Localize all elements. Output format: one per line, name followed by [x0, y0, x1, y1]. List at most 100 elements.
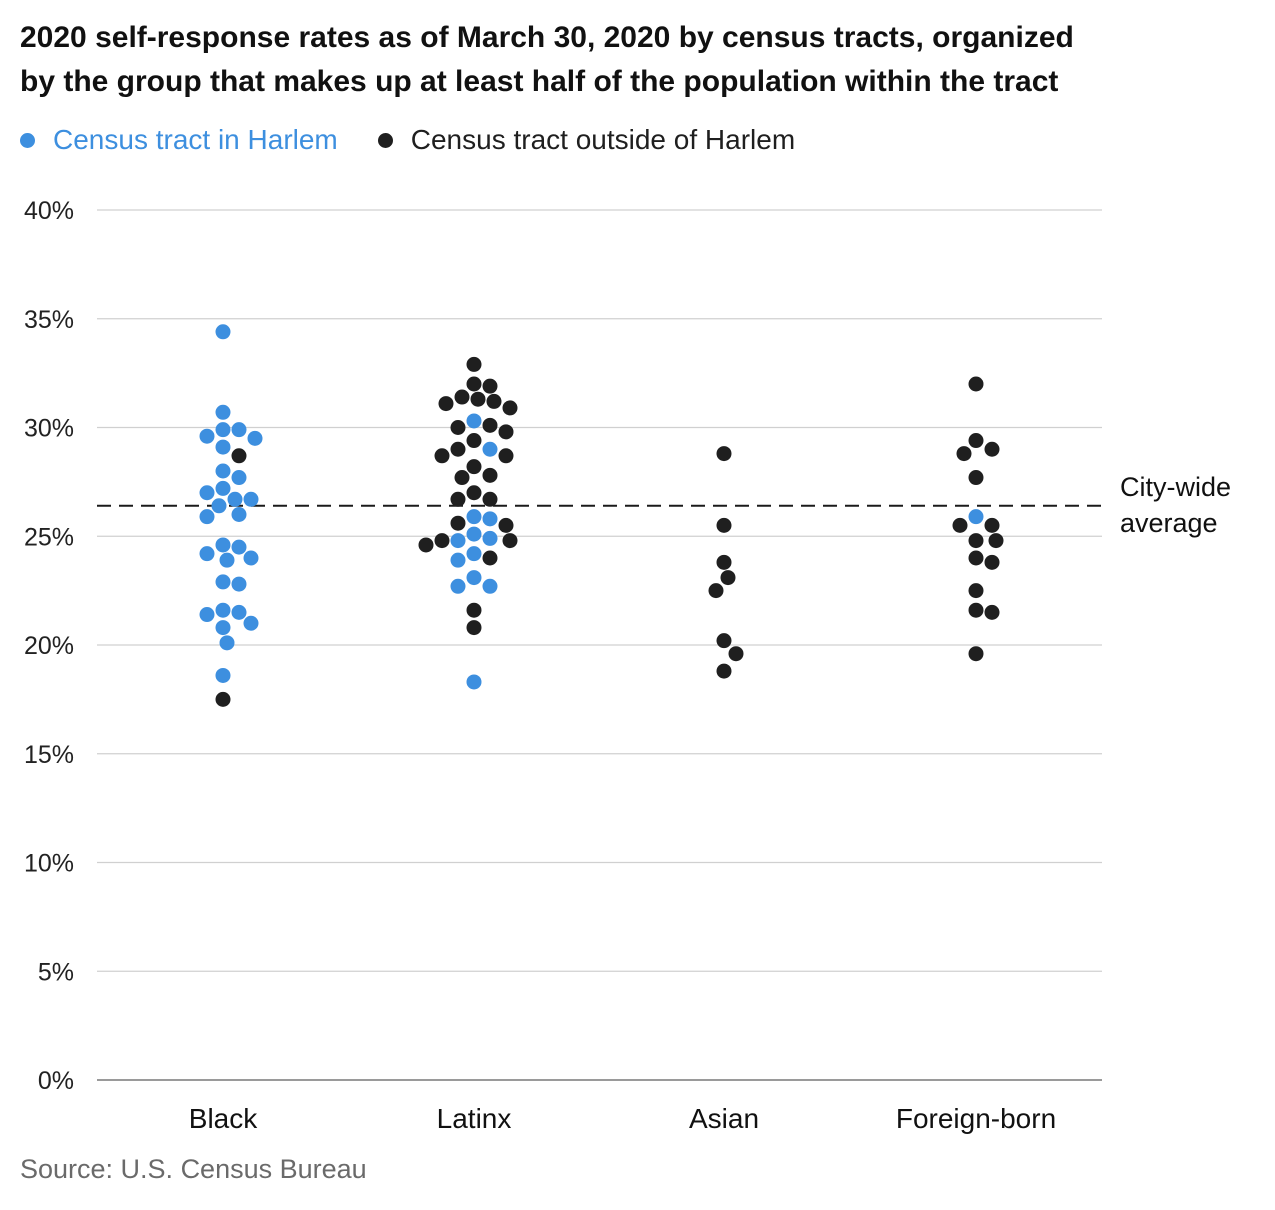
legend-marker-harlem — [20, 132, 35, 148]
data-point-harlem-black-17 — [215, 537, 231, 553]
data-point-outside-harlem-foreign-born-52 — [984, 604, 1000, 620]
data-point-outside-harlem-latinx-15 — [498, 448, 514, 464]
data-point-outside-harlem-latinx-26 — [502, 533, 518, 549]
data-point-harlem-latinx-32 — [466, 509, 482, 525]
data-point-outside-harlem-latinx-23 — [450, 515, 466, 531]
source-note: Source: U.S. Census Bureau — [20, 1154, 367, 1184]
data-point-outside-harlem-asian-34 — [720, 570, 736, 586]
data-point-harlem-black-3 — [231, 422, 247, 438]
data-point-harlem-black-14 — [231, 507, 247, 522]
data-point-harlem-black-16 — [231, 539, 247, 555]
y-tick-label-5: 5% — [38, 958, 74, 986]
legend-label-harlem: Census tract in Harlem — [53, 124, 338, 155]
data-point-harlem-black-19 — [243, 550, 259, 566]
y-tick-label-10: 10% — [24, 850, 74, 878]
data-point-outside-harlem-asian-35 — [708, 583, 724, 599]
data-point-outside-harlem-foreign-born-39 — [968, 376, 984, 392]
data-point-outside-harlem-latinx-20 — [466, 485, 482, 501]
data-point-outside-harlem-foreign-born-40 — [968, 433, 984, 449]
data-point-harlem-black-13 — [211, 498, 227, 514]
data-point-outside-harlem-latinx-17 — [466, 459, 482, 475]
data-point-outside-harlem-latinx-21 — [482, 491, 498, 507]
data-point-outside-harlem-latinx-9 — [502, 400, 518, 416]
chart-title-line-2: by the group that makes up at least half… — [20, 65, 1059, 98]
data-point-outside-harlem-latinx-7 — [486, 393, 502, 409]
data-point-outside-harlem-latinx-19 — [454, 470, 470, 486]
data-point-harlem-black-29 — [215, 667, 231, 683]
data-point-outside-harlem-foreign-born-45 — [952, 517, 968, 533]
data-point-outside-harlem-foreign-born-41 — [984, 441, 1000, 457]
data-point-harlem-black-28 — [219, 635, 235, 651]
legend-item-outside-harlem: Census tract outside of Harlem — [377, 124, 796, 156]
y-tick-label-25: 25% — [24, 523, 74, 551]
data-point-harlem-black-21 — [215, 574, 231, 590]
legend-marker-outside-harlem — [377, 132, 393, 148]
data-point-harlem-black-26 — [243, 615, 259, 631]
data-point-outside-harlem-latinx-3 — [466, 376, 482, 392]
data-point-outside-harlem-foreign-born-47 — [988, 533, 1004, 549]
data-point-harlem-latinx-42 — [466, 674, 482, 690]
data-point-harlem-latinx-36 — [450, 533, 466, 549]
data-point-harlem-black-6 — [215, 439, 231, 455]
data-point-harlem-black-15 — [199, 509, 215, 525]
data-point-outside-harlem-foreign-born-43 — [968, 470, 984, 486]
y-tick-label-0: 0% — [38, 1067, 74, 1095]
y-tick-label-40: 40% — [24, 197, 74, 225]
data-point-harlem-black-2 — [215, 422, 231, 438]
data-point-outside-harlem-latinx-29 — [466, 602, 482, 618]
data-point-outside-harlem-foreign-born-49 — [984, 554, 1000, 570]
x-category-label-latinx: Latinx — [437, 1103, 512, 1134]
data-point-outside-harlem-latinx-14 — [450, 441, 466, 457]
data-point-harlem-foreign-born-43 — [968, 509, 984, 525]
data-point-harlem-black-7 — [215, 463, 231, 479]
data-point-harlem-black-22 — [231, 576, 247, 592]
data-point-outside-harlem-latinx-11 — [450, 420, 466, 435]
data-point-outside-harlem-latinx-10 — [482, 417, 498, 433]
data-point-harlem-latinx-34 — [466, 526, 482, 542]
data-point-outside-harlem-latinx-6 — [470, 391, 486, 407]
y-tick-label-20: 20% — [24, 632, 74, 660]
x-category-label-asian: Asian — [689, 1103, 759, 1134]
data-point-outside-harlem-foreign-born-44 — [984, 517, 1000, 533]
data-point-harlem-black-0 — [215, 324, 231, 340]
legend-label-outside-harlem: Census tract outside of Harlem — [410, 124, 796, 155]
city-wide-average-label-line-1: City-wide — [1120, 472, 1231, 502]
data-point-harlem-black-27 — [215, 620, 231, 636]
data-point-harlem-black-23 — [215, 602, 231, 618]
data-point-harlem-latinx-41 — [450, 578, 466, 594]
data-point-outside-harlem-black-0 — [231, 448, 247, 464]
data-point-outside-harlem-black-1 — [215, 691, 231, 707]
data-point-harlem-black-12 — [199, 485, 215, 501]
data-point-harlem-latinx-38 — [450, 552, 466, 568]
data-point-outside-harlem-latinx-13 — [466, 433, 482, 449]
data-point-outside-harlem-latinx-2 — [466, 356, 482, 372]
data-point-outside-harlem-foreign-born-42 — [956, 446, 972, 462]
data-point-outside-harlem-latinx-8 — [438, 396, 454, 412]
data-point-outside-harlem-asian-37 — [728, 646, 744, 662]
city-wide-average-label-line-2: average — [1120, 508, 1218, 538]
chart-legend: Census tract in Harlem Census tract outs… — [20, 122, 835, 158]
data-point-harlem-latinx-35 — [482, 530, 498, 546]
y-tick-label-30: 30% — [24, 415, 74, 443]
data-point-outside-harlem-latinx-4 — [482, 378, 498, 394]
data-point-outside-harlem-foreign-born-51 — [968, 602, 984, 618]
chart-title-line-1: 2020 self-response rates as of March 30,… — [20, 21, 1074, 54]
data-point-harlem-black-10 — [227, 491, 243, 507]
data-point-harlem-latinx-33 — [482, 511, 498, 527]
data-point-outside-harlem-latinx-30 — [466, 620, 482, 636]
data-point-harlem-latinx-40 — [482, 578, 498, 594]
data-point-outside-harlem-foreign-born-46 — [968, 533, 984, 549]
data-point-outside-harlem-latinx-22 — [450, 491, 466, 507]
data-point-harlem-latinx-37 — [466, 546, 482, 562]
data-point-harlem-black-20 — [219, 552, 235, 568]
data-point-outside-harlem-asian-32 — [716, 517, 732, 533]
data-point-harlem-latinx-31 — [482, 441, 498, 457]
data-point-harlem-black-18 — [199, 546, 215, 562]
chart-title: 2020 self-response rates as of March 30,… — [20, 16, 1220, 104]
data-point-outside-harlem-latinx-25 — [434, 533, 450, 549]
data-point-harlem-black-25 — [199, 607, 215, 623]
data-point-harlem-black-24 — [231, 604, 247, 620]
data-point-outside-harlem-foreign-born-48 — [968, 550, 984, 566]
data-point-harlem-latinx-30 — [466, 413, 482, 429]
data-point-outside-harlem-asian-33 — [716, 554, 732, 570]
